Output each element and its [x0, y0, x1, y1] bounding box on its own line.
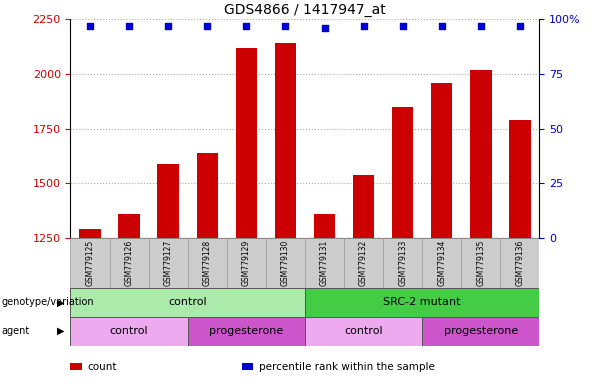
Bar — [158, 164, 179, 238]
Text: GSM779134: GSM779134 — [437, 240, 446, 286]
Bar — [305, 317, 422, 346]
Bar — [383, 238, 422, 288]
Point — [319, 25, 329, 31]
Text: progesterone: progesterone — [209, 326, 283, 336]
Bar — [118, 214, 140, 238]
Text: control: control — [345, 326, 383, 336]
Text: GSM779126: GSM779126 — [124, 240, 134, 286]
Text: percentile rank within the sample: percentile rank within the sample — [259, 362, 435, 372]
Bar — [353, 175, 375, 238]
Point — [85, 23, 95, 29]
Point — [281, 23, 291, 29]
Text: progesterone: progesterone — [444, 326, 518, 336]
Point — [163, 23, 173, 29]
Text: GSM779125: GSM779125 — [86, 240, 94, 286]
Text: SRC-2 mutant: SRC-2 mutant — [384, 297, 461, 308]
Bar — [470, 70, 492, 238]
Bar — [188, 317, 305, 346]
Bar — [344, 238, 383, 288]
Point — [437, 23, 447, 29]
Bar — [79, 229, 101, 238]
Bar — [305, 238, 344, 288]
Text: GSM779136: GSM779136 — [516, 240, 524, 286]
Bar — [305, 288, 539, 317]
Text: ▶: ▶ — [57, 326, 64, 336]
Text: GSM779132: GSM779132 — [359, 240, 368, 286]
Text: count: count — [88, 362, 117, 372]
Text: GSM779133: GSM779133 — [398, 240, 407, 286]
Bar — [70, 317, 188, 346]
Point — [202, 23, 212, 29]
Text: ▶: ▶ — [57, 297, 64, 308]
Text: control: control — [169, 297, 207, 308]
Bar — [500, 238, 539, 288]
Point — [515, 23, 525, 29]
Text: GSM779130: GSM779130 — [281, 240, 290, 286]
Bar — [197, 153, 218, 238]
Point — [242, 23, 251, 29]
Bar — [422, 238, 462, 288]
Bar — [275, 43, 296, 238]
Text: control: control — [110, 326, 148, 336]
Text: agent: agent — [1, 326, 29, 336]
Bar — [462, 238, 500, 288]
Point — [124, 23, 134, 29]
Title: GDS4866 / 1417947_at: GDS4866 / 1417947_at — [224, 3, 386, 17]
Text: GSM779129: GSM779129 — [242, 240, 251, 286]
Text: GSM779128: GSM779128 — [203, 240, 211, 286]
Bar — [266, 238, 305, 288]
Bar — [227, 238, 266, 288]
Text: GSM779131: GSM779131 — [320, 240, 329, 286]
Bar — [314, 214, 335, 238]
Text: GSM779127: GSM779127 — [164, 240, 173, 286]
Bar — [235, 48, 257, 238]
Bar — [431, 83, 452, 238]
Text: GSM779135: GSM779135 — [476, 240, 485, 286]
Bar — [422, 317, 539, 346]
Point — [398, 23, 408, 29]
Point — [359, 23, 368, 29]
Bar — [110, 238, 149, 288]
Bar — [70, 288, 305, 317]
Bar — [509, 120, 531, 238]
Bar — [149, 238, 188, 288]
Point — [476, 23, 485, 29]
Text: genotype/variation: genotype/variation — [1, 297, 94, 308]
Bar — [70, 238, 110, 288]
Bar — [188, 238, 227, 288]
Bar — [392, 107, 413, 238]
